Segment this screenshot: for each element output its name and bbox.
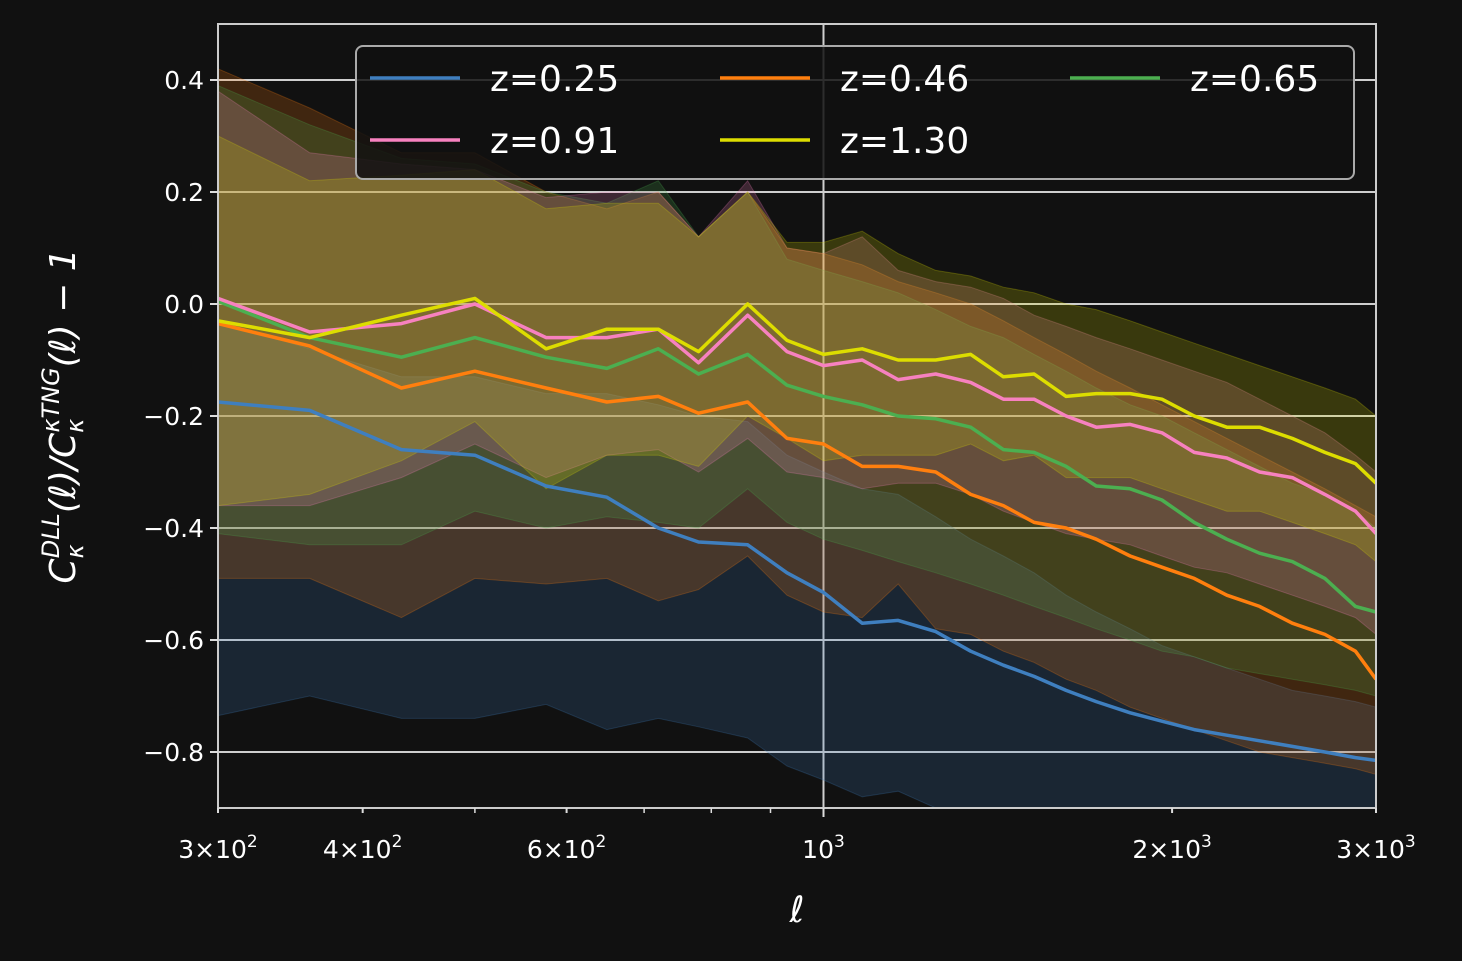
y-tick-label: −0.4 xyxy=(143,514,204,543)
legend-label: z=0.65 xyxy=(1190,59,1319,100)
x-axis-label: ℓ xyxy=(789,890,805,931)
y-tick-label: −0.8 xyxy=(143,738,204,767)
x-tick-label: 2×103 xyxy=(1132,832,1212,864)
y-tick-label: 0.4 xyxy=(164,66,204,95)
error-band xyxy=(218,85,1376,697)
x-tick-label: 3×102 xyxy=(178,832,258,864)
x-tick-label: 3×103 xyxy=(1336,832,1416,864)
error-band xyxy=(218,90,1376,636)
legend-label: z=0.25 xyxy=(490,59,619,100)
y-tick-label: 0.2 xyxy=(164,178,204,207)
y-tick-label: −0.6 xyxy=(143,626,204,655)
y-tick-label: 0.0 xyxy=(164,290,204,319)
error-bands xyxy=(218,68,1376,808)
series-lines xyxy=(218,296,1376,763)
error-band xyxy=(218,135,1376,563)
legend-label: z=0.91 xyxy=(490,121,619,162)
x-tick-label: 103 xyxy=(802,832,845,864)
series-line xyxy=(218,321,1376,681)
x-tick-label: 4×102 xyxy=(323,832,403,864)
legend-label: z=0.46 xyxy=(840,59,969,100)
legend-label: z=1.30 xyxy=(840,121,969,162)
series-line xyxy=(218,400,1376,763)
axis-ticks: −0.8 −0.6 −0.4 −0.2 0.0 0.2 0.4 3×102 4×102 6×102… xyxy=(143,66,1415,864)
legend: z=0.25 z=0.46 z=0.65 z=0.91 z=1.30 xyxy=(355,45,1355,180)
error-band xyxy=(218,320,1376,808)
series-line xyxy=(218,299,1376,614)
x-tick-label: 6×102 xyxy=(527,832,607,864)
error-band xyxy=(218,68,1376,775)
y-tick-label: −0.2 xyxy=(143,402,204,431)
series-line xyxy=(218,296,1376,485)
